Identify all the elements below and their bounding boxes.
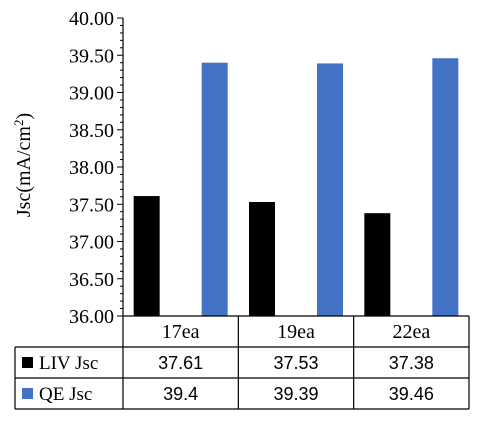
data-table: 17ea 19ea 22ea LIV Jsc 37.61 37.53 37.38 QE Jsc… — [14, 316, 470, 410]
data-table-cell: 39.39 — [273, 384, 318, 404]
y-tick-label: 40.00 — [69, 8, 114, 30]
y-tick-label: 37.00 — [69, 232, 114, 254]
bar-qe-jsc-19ea — [317, 63, 343, 316]
y-axis-label-main: Jsc(mA/cm — [13, 126, 35, 218]
x-category-label: 22ea — [392, 321, 430, 343]
y-tick-label: 39.00 — [69, 83, 114, 105]
y-tick-label: 37.50 — [69, 194, 114, 216]
y-axis-ticks: 36.00 36.50 37.00 37.50 38.00 38.50 39.00 39.50… — [69, 8, 123, 328]
data-table-cell: 37.61 — [158, 353, 203, 373]
bar-liv-jsc-19ea — [249, 202, 275, 316]
data-table-cell: 39.4 — [163, 384, 198, 404]
legend-swatch — [22, 357, 33, 368]
x-category-label: 17ea — [162, 321, 200, 343]
bar-qe-jsc-17ea — [201, 62, 228, 317]
y-tick-label: 39.50 — [69, 45, 114, 67]
y-axis-label-sup: 2 — [11, 120, 26, 127]
data-table-cell: 39.46 — [389, 384, 434, 404]
axes — [122, 18, 469, 317]
y-tick-label: 36.50 — [69, 269, 114, 291]
y-tick-label: 38.00 — [69, 157, 114, 179]
y-tick-label: 36.00 — [69, 306, 114, 328]
legend-label: QE Jsc — [39, 384, 92, 405]
bars — [133, 58, 459, 317]
y-axis-label-tail: ) — [13, 113, 35, 120]
legend-swatch — [22, 388, 33, 399]
legend-label: LIV Jsc — [39, 353, 98, 374]
data-table-cell: 37.38 — [389, 353, 434, 373]
bar-liv-jsc-17ea — [133, 196, 160, 316]
bar-qe-jsc-22ea — [432, 58, 459, 316]
y-tick-label: 38.50 — [69, 120, 114, 142]
bar-liv-jsc-22ea — [364, 213, 391, 316]
y-axis-label: Jsc(mA/cm2) — [11, 113, 36, 217]
x-category-label: 19ea — [277, 321, 315, 343]
data-table-cell: 37.53 — [273, 353, 318, 373]
